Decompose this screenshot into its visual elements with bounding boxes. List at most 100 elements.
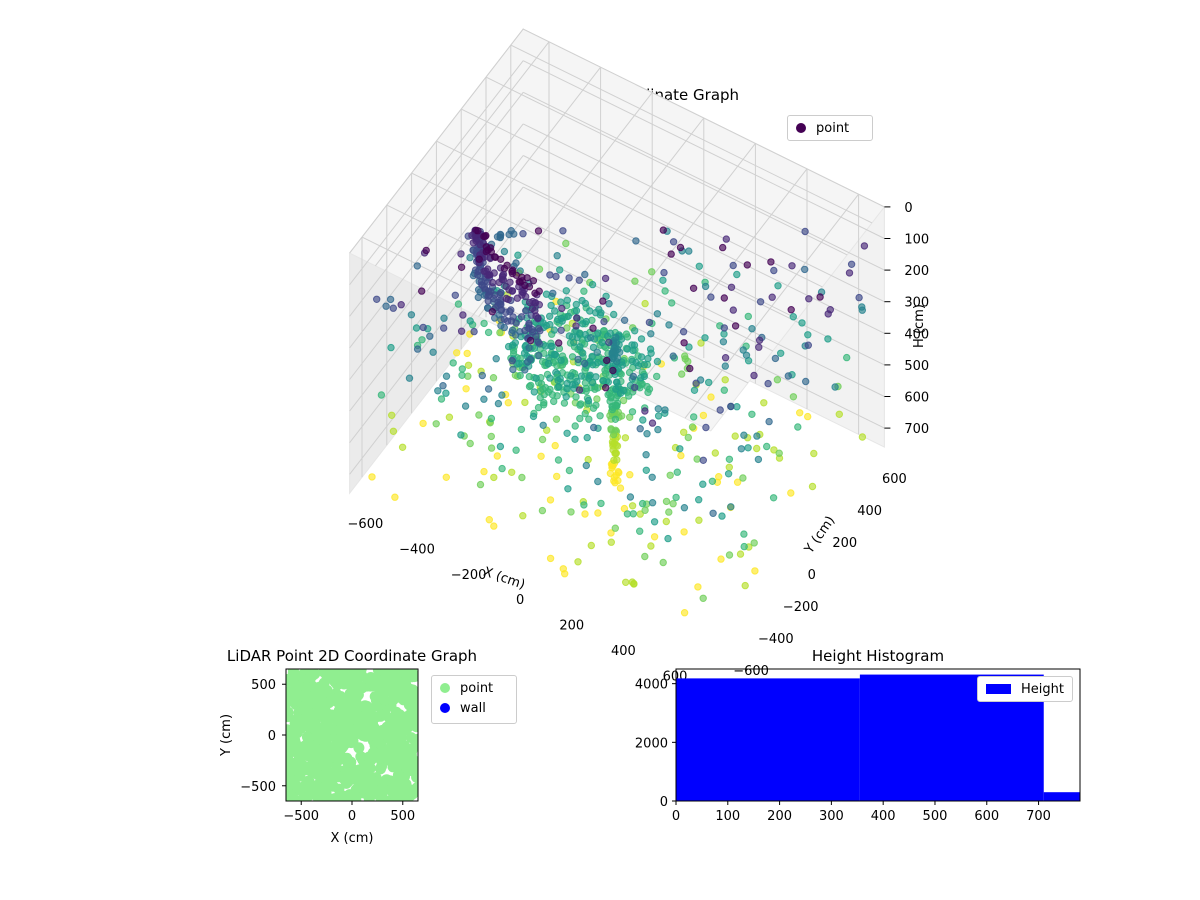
data-point-3d: [659, 226, 667, 234]
data-point-3d: [463, 349, 471, 358]
data-point-3d: [534, 314, 542, 322]
data-point-3d: [740, 530, 748, 538]
data-point-3d: [804, 341, 812, 349]
data-point-3d: [442, 372, 451, 380]
data-point-2d: [342, 716, 354, 727]
z-axis-label-3d: H (cm): [912, 304, 927, 348]
data-point-3d: [474, 293, 482, 302]
data-point-3d: [673, 468, 681, 476]
data-point-3d: [788, 262, 796, 270]
data-point-3d: [468, 231, 476, 240]
data-point-3d: [679, 328, 688, 336]
grid-line: [510, 44, 873, 224]
legend-label-point: point: [460, 680, 494, 696]
data-point-3d: [547, 301, 555, 310]
data-point-3d: [684, 433, 692, 442]
data-point-3d: [667, 250, 675, 258]
data-point-3d: [546, 496, 555, 504]
data-point-3d: [497, 300, 505, 309]
data-point-3d: [429, 348, 437, 356]
data-point-3d: [843, 353, 851, 362]
data-point-3d: [573, 314, 581, 322]
data-point-3d: [733, 270, 741, 279]
data-point-3d: [575, 386, 584, 394]
grid-line: [522, 218, 885, 397]
data-point-3d: [523, 274, 531, 282]
data-point-2d: [350, 697, 362, 709]
data-point-3d: [764, 379, 772, 388]
data-point-3d: [680, 428, 688, 436]
data-point-3d: [736, 550, 745, 558]
z-tick-label-3d: 300: [904, 296, 929, 311]
data-point-3d: [574, 558, 582, 566]
data-point-2d: [403, 699, 415, 711]
data-point-3d: [535, 265, 544, 273]
data-point-2d: [358, 777, 370, 789]
data-point-3d: [594, 329, 602, 337]
legend-marker-wall: [440, 703, 450, 713]
data-point-3d: [574, 355, 582, 364]
y-tick-label-3d: −400: [758, 632, 794, 647]
data-point-2d: [333, 670, 345, 682]
data-point-2d: [333, 783, 345, 795]
data-point-3d: [688, 423, 697, 431]
legend-3d: point: [787, 115, 873, 141]
data-point-3d: [407, 311, 416, 319]
data-point-2d: [368, 679, 380, 691]
data-point-3d: [798, 319, 806, 327]
data-point-3d: [520, 349, 529, 357]
data-point-3d: [582, 461, 590, 470]
data-point-3d: [596, 311, 605, 319]
data-point-2d: [407, 788, 418, 800]
data-point-3d: [500, 247, 509, 256]
data-point-3d: [699, 456, 707, 464]
data-point-3d: [824, 310, 832, 318]
data-point-3d: [662, 517, 670, 526]
data-point-3d: [580, 287, 588, 295]
data-point-3d: [731, 432, 739, 440]
data-point-3d: [487, 444, 496, 452]
z-tick-label-3d: 0: [904, 201, 912, 216]
data-point-3d: [610, 310, 618, 319]
data-point-3d: [748, 325, 756, 333]
data-point-3d: [626, 471, 634, 479]
data-point-3d: [557, 298, 565, 306]
data-point-3d: [669, 238, 678, 246]
data-point-3d: [616, 389, 625, 397]
data-point-3d: [572, 307, 581, 315]
data-point-3d: [711, 449, 719, 457]
data-point-3d: [555, 383, 563, 391]
data-point-3d: [449, 359, 457, 367]
data-point-3d: [845, 269, 854, 277]
data-point-3d: [496, 328, 504, 337]
data-point-3d: [835, 410, 843, 418]
data-point-3d: [560, 399, 569, 407]
data-point-3d: [721, 362, 729, 370]
data-point-3d: [613, 354, 622, 362]
data-point-3d: [581, 270, 589, 279]
data-point-3d: [474, 267, 482, 276]
data-point-3d: [519, 512, 527, 520]
data-point-3d: [721, 376, 729, 384]
x-axis-label-3d: X (cm): [481, 565, 527, 593]
data-point-3d: [630, 580, 638, 588]
legend-2d: point wall: [431, 675, 517, 724]
data-point-2d: [393, 669, 405, 677]
data-point-3d: [538, 506, 547, 515]
data-point-3d: [593, 395, 601, 403]
data-point-3d: [681, 352, 689, 360]
data-point-3d: [645, 318, 654, 327]
data-point-3d: [587, 334, 595, 342]
data-point-3d: [636, 527, 644, 535]
data-point-3d: [643, 430, 651, 438]
data-point-3d: [584, 396, 593, 405]
data-point-3d: [636, 510, 644, 518]
data-point-3d: [563, 385, 571, 393]
data-point-3d: [680, 339, 688, 347]
data-point-3d: [816, 293, 824, 301]
data-point-3d: [475, 255, 483, 263]
y-tick-label-2d: 500: [251, 678, 276, 693]
data-point-3d: [521, 281, 529, 290]
data-point-3d: [740, 431, 748, 439]
data-point-3d: [648, 419, 657, 427]
